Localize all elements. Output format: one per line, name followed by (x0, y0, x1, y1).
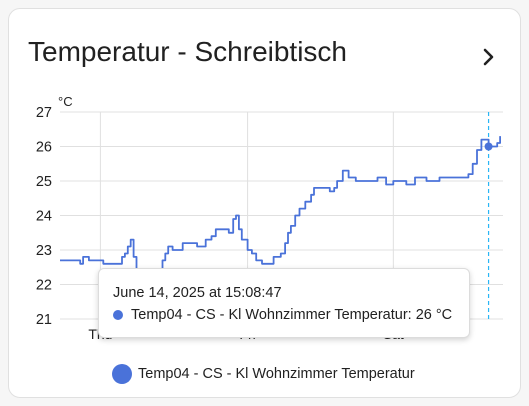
y-tick-label: 27 (36, 105, 52, 121)
y-tick-label: 24 (36, 209, 52, 225)
chart-tooltip: June 14, 2025 at 15:08:47 Temp04 - CS - … (98, 268, 470, 338)
tooltip-time: June 14, 2025 at 15:08:47 (113, 285, 282, 301)
y-tick-label: 25 (36, 174, 52, 190)
card-title: Temperatur - Schreibtisch (28, 36, 348, 67)
legend-color-dot (112, 364, 132, 384)
y-tick-label: 26 (36, 140, 52, 156)
more-info-button[interactable] (474, 42, 504, 72)
y-tick-label: 21 (36, 312, 52, 328)
chevron-right-icon (483, 48, 494, 66)
tooltip-value: Temp04 - CS - Kl Wohnzimmer Temperatur: … (131, 307, 453, 323)
legend-item[interactable]: Temp04 - CS - Kl Wohnzimmer Temperatur (112, 364, 415, 384)
y-tick-label: 22 (36, 278, 52, 294)
hover-data-point (484, 142, 493, 151)
legend-label: Temp04 - CS - Kl Wohnzimmer Temperatur (138, 366, 415, 382)
y-axis-unit: °C (58, 94, 73, 109)
tooltip-series-dot (113, 310, 123, 320)
y-tick-label: 23 (36, 243, 52, 259)
